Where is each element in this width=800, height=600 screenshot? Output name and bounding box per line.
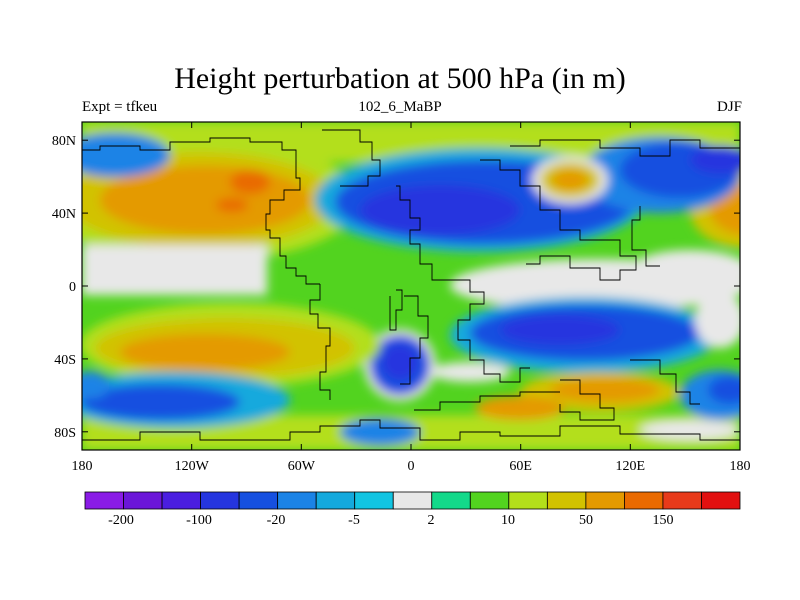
colorbar-swatch <box>469 491 510 510</box>
colorbar-swatch <box>508 491 548 510</box>
y-tick-label: 40N <box>52 207 76 222</box>
colorbar-label: 10 <box>501 513 515 528</box>
colorbar-swatch <box>662 491 702 510</box>
colorbar-swatch <box>315 491 356 510</box>
x-tick-label: 180 <box>730 459 751 474</box>
x-tick-label: 60W <box>288 459 316 474</box>
y-tick-label: 80S <box>54 426 76 441</box>
colorbar-swatch <box>238 491 279 510</box>
colorbar-swatch <box>123 491 163 510</box>
colorbar-swatch <box>431 491 471 510</box>
colorbar-swatch <box>392 491 433 510</box>
experiment-label: Expt = tfkeu <box>82 99 158 115</box>
axis-ticks <box>81 122 741 450</box>
x-tick-label: 120W <box>175 459 210 474</box>
coastlines <box>82 129 740 441</box>
colorbar <box>84 491 741 510</box>
plot-title: Height perturbation at 500 hPa (in m) <box>174 62 626 95</box>
colorbar-label: -100 <box>186 513 212 528</box>
season-label: DJF <box>716 99 742 115</box>
colorbar-label: 2 <box>428 513 435 528</box>
colorbar-swatch <box>161 491 201 510</box>
colorbar-swatch <box>701 491 741 510</box>
colorbar-swatch <box>84 491 124 510</box>
colorbar-label: -5 <box>348 513 360 528</box>
colorbar-label: 50 <box>579 513 593 528</box>
x-tick-label: 180 <box>72 459 93 474</box>
colorbar-swatch <box>585 491 625 510</box>
colorbar-swatch <box>546 491 587 510</box>
colorbar-label: -20 <box>267 513 286 528</box>
contour-field <box>82 122 740 450</box>
y-tick-label: 40S <box>54 353 76 368</box>
colorbar-label: 150 <box>653 513 674 528</box>
y-tick-label: 80N <box>52 134 76 149</box>
colorbar-swatch <box>354 491 394 510</box>
x-tick-label: 0 <box>408 459 415 474</box>
case-label: 102_6_MaBP <box>358 99 442 115</box>
colorbar-swatch <box>624 491 664 510</box>
x-tick-label: 120E <box>616 459 646 474</box>
colorbar-label: -200 <box>108 513 134 528</box>
colorbar-swatch <box>200 491 240 510</box>
colorbar-swatch <box>277 491 317 510</box>
y-tick-label: 0 <box>69 280 76 295</box>
x-tick-label: 60E <box>509 459 532 474</box>
